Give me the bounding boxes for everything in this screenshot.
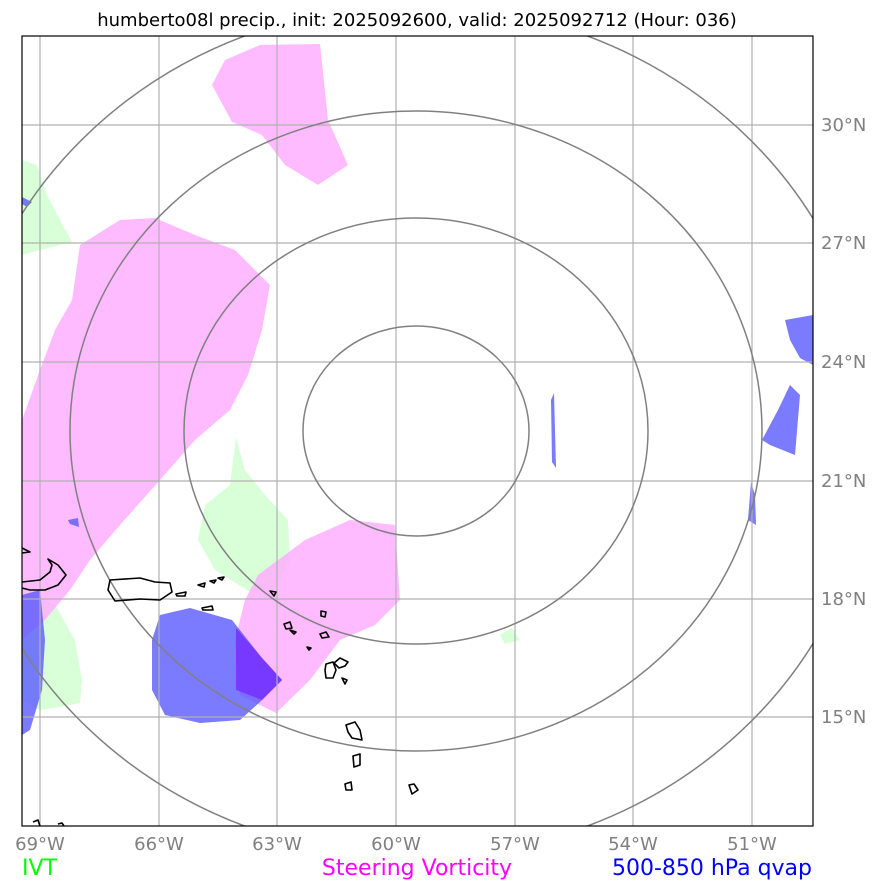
coastlines (22, 547, 419, 826)
steering-vorticity-field (22, 44, 400, 713)
range-ring-2 (183, 217, 649, 645)
map-title: humberto08l precip., init: 2025092600, v… (97, 10, 737, 31)
lat-label: 27°N (821, 233, 866, 254)
coastline-islet-1 (175, 591, 187, 597)
lat-label: 21°N (821, 471, 866, 492)
latitude-labels: 30°N 27°N 24°N 21°N 18°N 15°N (821, 115, 866, 728)
map-area (22, 36, 813, 826)
lat-label: 15°N (821, 707, 866, 728)
gridlines (22, 36, 813, 826)
longitude-labels: 69°W 66°W 63°W 60°W 57°W 54°W 51°W (15, 834, 777, 855)
lon-label: 54°W (608, 834, 658, 855)
coastline-hispaniola-north (22, 547, 31, 554)
map-frame (21, 35, 814, 827)
range-ring-1 (302, 325, 530, 537)
range-ring-3 (69, 110, 763, 752)
coastline-puerto-rico (107, 577, 173, 602)
lat-label: 18°N (821, 589, 866, 610)
lon-label: 66°W (134, 834, 184, 855)
lon-label: 60°W (371, 834, 421, 855)
lon-label: 51°W (727, 834, 777, 855)
coastline-islet-2 (197, 582, 206, 588)
lon-label: 57°W (490, 834, 540, 855)
lat-label: 24°N (821, 352, 866, 373)
lat-label: 30°N (821, 115, 866, 136)
legend-qvap: 500-850 hPa qvap (612, 856, 812, 881)
legend: IVT Steering Vorticity 500-850 hPa qvap (22, 856, 812, 881)
lon-label: 63°W (252, 834, 302, 855)
qvap-field (22, 197, 813, 735)
legend-steering-vorticity: Steering Vorticity (322, 856, 512, 881)
range-rings (22, 36, 813, 826)
coastline-hispaniola (22, 558, 67, 591)
lon-label: 69°W (15, 834, 65, 855)
legend-ivt: IVT (22, 856, 58, 881)
